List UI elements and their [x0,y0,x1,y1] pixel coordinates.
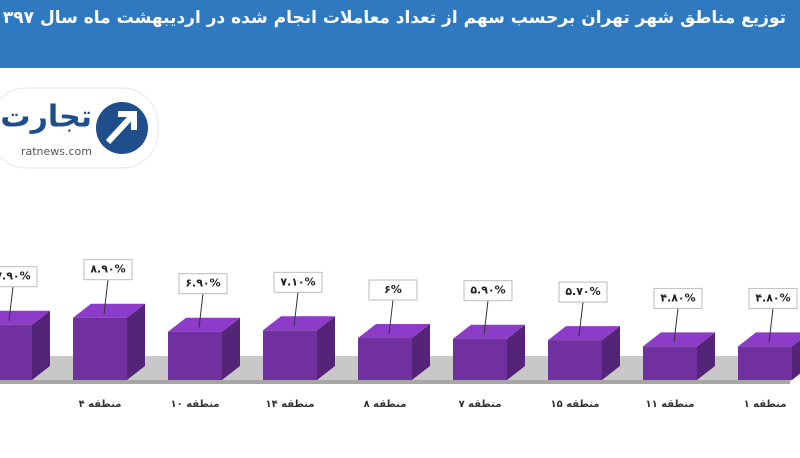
label-leader [103,279,109,314]
header-bar: توزیع مناطق شهر تهران برحسب سهم از تعداد… [0,0,800,68]
logo-arrow [105,111,137,145]
value-label: ۸.۹۰% [90,263,125,276]
logo-url: ratnews.com [21,145,92,158]
bar-side [792,340,800,380]
label-leader [8,286,14,321]
value-label: ۶.۹۰% [185,277,220,290]
bar-side [412,324,430,380]
bar [548,340,602,380]
label-box [83,259,133,281]
label-leader [768,308,774,343]
label-box [463,280,513,302]
x-tick-label: منطقه ۱۱ [646,399,695,410]
bar-top [73,303,145,318]
bar [168,331,222,380]
value-label: ۷.۹۰% [0,270,31,283]
logo-text: تجارت [0,100,92,135]
bar [358,338,412,380]
x-tick-label: منطقه ۱۰ [171,399,220,410]
value-label: ۵.۹۰% [470,284,505,297]
label-leader [483,300,489,335]
bar-side [507,324,525,380]
logo: تجارت ratnews.com [0,87,159,169]
bar-top [168,317,240,332]
label-box [178,273,228,295]
value-label: ۵.۷۰% [565,285,600,298]
bar-side [697,332,715,380]
bar-side [127,303,145,380]
label-leader [198,293,204,328]
bar-side [602,326,620,380]
bar [0,324,32,380]
bar [263,330,317,380]
label-leader [293,292,299,327]
x-tick-label: منطقه ۱۵ [551,399,600,410]
label-box [368,279,418,301]
bar-side [222,317,240,380]
bar-top [358,324,430,338]
value-label: ۴.۸۰% [755,291,790,304]
x-tick-label: منطقه ۱۴ [266,399,315,410]
bar-top [263,316,335,331]
bar-top [548,326,620,341]
bar [73,317,127,380]
chart-title: توزیع مناطق شهر تهران برحسب سهم از تعداد… [0,8,786,28]
x-tick-label: منطقه ۴ [79,399,122,410]
bar-top [643,332,715,347]
x-tick-label: منطقه ۸ [364,399,407,410]
bar-side [317,316,335,380]
label-box [273,271,323,293]
bar-top [0,310,50,325]
label-box [558,281,608,303]
bar [738,346,792,380]
label-box [653,287,703,309]
bar [453,338,507,380]
bar-top [453,324,525,339]
label-leader [578,302,584,337]
label-leader [673,308,679,343]
x-tick-label: منطقه ۱ [744,399,787,410]
value-label: ۴.۸۰% [660,291,695,304]
bar [643,346,697,380]
label-box [0,266,38,288]
x-tick-label: منطقه ۷ [459,399,502,410]
label-leader [388,299,394,335]
bar-side [32,310,50,380]
floor-edge [0,380,790,384]
value-label: ۶% [384,283,402,296]
label-box [748,287,798,309]
value-label: ۷.۱۰% [280,275,315,288]
